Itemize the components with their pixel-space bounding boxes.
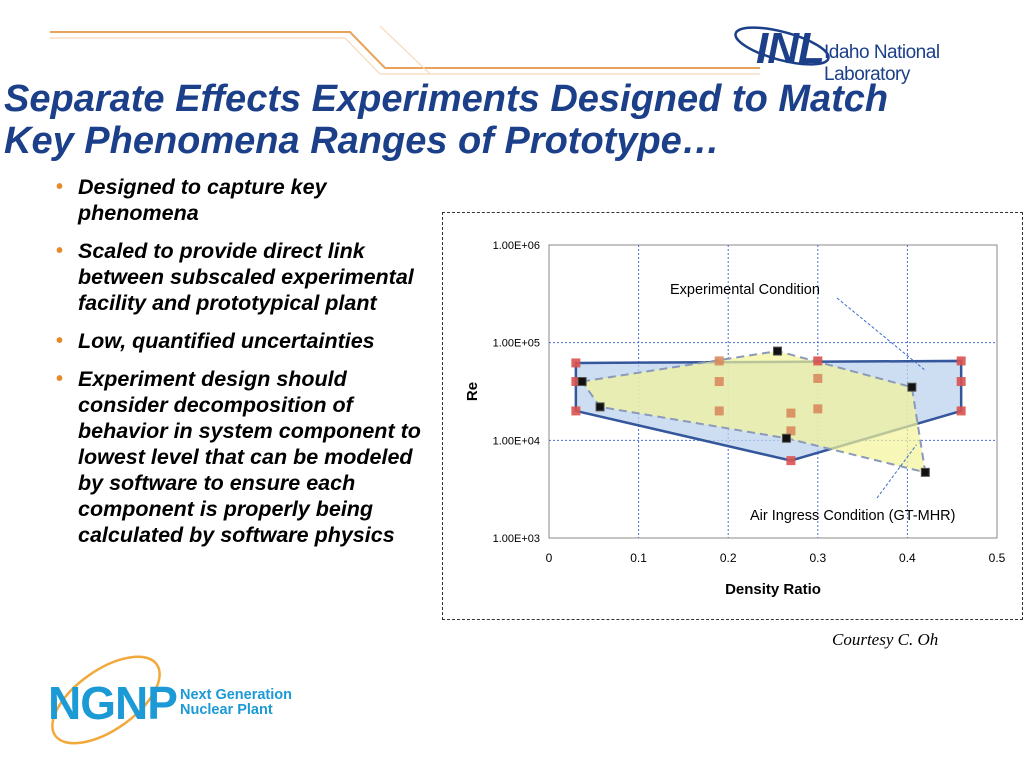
inl-atom-icon (734, 26, 830, 66)
data-point (786, 456, 796, 466)
ngnp-name: Next Generation Nuclear Plant (180, 687, 292, 718)
x-tick-label: 0.2 (720, 551, 737, 565)
data-point (813, 373, 823, 383)
data-point (714, 406, 724, 416)
data-point (956, 406, 966, 416)
y-tick-label: 1.00E+06 (493, 240, 540, 252)
annotation-arrow (876, 444, 917, 499)
x-tick-label: 0.3 (809, 551, 826, 565)
data-point (813, 404, 823, 414)
bullet-dot-icon: • (56, 240, 64, 262)
data-point (786, 426, 796, 436)
data-point (907, 382, 917, 392)
data-point (571, 406, 581, 416)
bullet-dot-icon: • (56, 368, 64, 390)
data-point (571, 377, 581, 387)
data-point (956, 377, 966, 387)
ngnp-logo: NGNP Next Generation Nuclear Plant (36, 648, 306, 758)
data-point (772, 346, 782, 356)
ngnp-orbit-icon (51, 655, 161, 745)
y-tick-label: 1.00E+05 (493, 338, 540, 350)
data-point (595, 402, 605, 412)
x-tick-label: 0.5 (989, 551, 1006, 565)
slide-title: Separate Effects Experiments Designed to… (4, 78, 1014, 162)
x-tick-label: 0 (546, 551, 553, 565)
inl-abbr: INL (756, 24, 825, 73)
data-point (571, 358, 581, 368)
title-line-1: Separate Effects Experiments Designed to… (4, 78, 889, 120)
title-line-2: Key Phenomena Ranges of Prototype… (4, 120, 720, 162)
data-point (786, 408, 796, 418)
ngnp-abbr: NGNP (48, 677, 178, 729)
chart-frame (442, 212, 1023, 620)
inl-logo: INL Idaho National Laboratory (732, 20, 992, 85)
bullet-item: • Scaled to provide direct link between s… (56, 239, 414, 315)
bullet-item: • Experiment design should consider decom… (56, 367, 421, 547)
bullet-dot-icon: • (56, 176, 64, 198)
courtesy-note: Courtesy C. Oh (832, 630, 939, 649)
data-point (714, 377, 724, 387)
data-point (577, 377, 587, 387)
data-point (781, 433, 791, 443)
bullet-dot-icon: • (56, 330, 64, 352)
x-tick-label: 0.1 (630, 551, 647, 565)
annotation-label: Air Ingress Condition (GT-MHR) (750, 508, 955, 524)
data-point (956, 356, 966, 366)
header-decoration (50, 25, 760, 75)
annotation-arrow (836, 297, 926, 371)
data-point (714, 356, 724, 366)
x-axis-label: Density Ratio (725, 581, 821, 598)
annotation-label: Experimental Condition (670, 282, 820, 298)
x-tick-label: 0.4 (899, 551, 916, 565)
bullet-item: • Low, quantified uncertainties (56, 329, 375, 353)
data-point (920, 467, 930, 477)
bullet-item: • Designed to capture key phenomena (56, 175, 327, 225)
y-tick-label: 1.00E+04 (493, 435, 540, 447)
inl-name: Idaho National Laboratory (824, 42, 940, 85)
data-point (813, 356, 823, 366)
y-tick-label: 1.00E+03 (493, 533, 540, 545)
bullet-list: • Designed to capture key phenomena • Scal… (48, 174, 440, 560)
chart: 0 0.1 0.2 0.3 0.4 0.5 1.00E+03 1.00E+04 1.00E+05… (464, 240, 1006, 598)
y-axis-label: Re (464, 382, 481, 401)
